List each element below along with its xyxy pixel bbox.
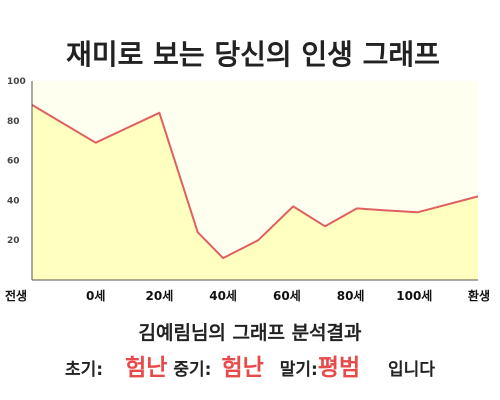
result-suffix: 입니다 [388, 360, 435, 380]
y-tick-label: 40 [7, 196, 20, 206]
y-tick-label: 20 [7, 236, 20, 246]
x-tick-label: 20세 [146, 288, 174, 303]
y-tick-label: 100 [7, 77, 26, 87]
middle-value: 험난 [221, 355, 264, 381]
analysis-result: 초기: 험난 중기: 험난 말기:평범 입니다 [0, 348, 500, 382]
x-tick-label: 전생 [5, 288, 27, 303]
series-area [32, 104, 478, 281]
early-value: 험난 [125, 355, 168, 381]
x-tick-label: 80세 [337, 288, 365, 303]
x-tick-label: 100세 [396, 288, 432, 303]
early-label: 초기: [65, 360, 104, 380]
area-layer [32, 104, 478, 281]
analysis-title: 김예림님의 그래프 분석결과 [138, 322, 362, 344]
y-tick-label: 80 [7, 117, 20, 127]
line-layer [31, 104, 479, 260]
chart-title: 재미로 보는 당신의 인생 그래프 [66, 38, 440, 71]
y-tick-label: 60 [7, 157, 20, 167]
x-ticks: 전생 0세 20세 40세 60세 80세 100세 환생 [5, 288, 490, 303]
x-tick-label: 40세 [209, 288, 237, 303]
x-tick-label: 환생 [468, 288, 490, 303]
x-tick-label: 0세 [86, 288, 105, 303]
x-tick-label: 60세 [273, 288, 301, 303]
series-line [31, 104, 479, 260]
late-label: 말기: [279, 360, 318, 380]
y-ticks: 20 40 60 80 100 [7, 77, 26, 246]
late-value: 평범 [317, 355, 361, 381]
middle-label: 중기: [173, 360, 212, 380]
